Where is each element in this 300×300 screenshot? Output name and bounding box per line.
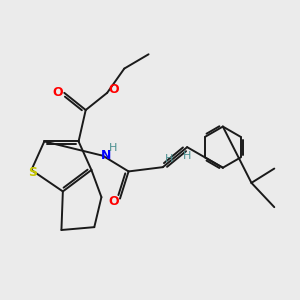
Text: O: O bbox=[108, 195, 119, 208]
Text: O: O bbox=[53, 86, 63, 99]
Text: S: S bbox=[28, 166, 38, 179]
Text: H: H bbox=[109, 143, 117, 153]
Text: H: H bbox=[183, 151, 191, 161]
Text: O: O bbox=[108, 83, 119, 96]
Text: N: N bbox=[100, 149, 111, 162]
Text: H: H bbox=[165, 154, 173, 164]
